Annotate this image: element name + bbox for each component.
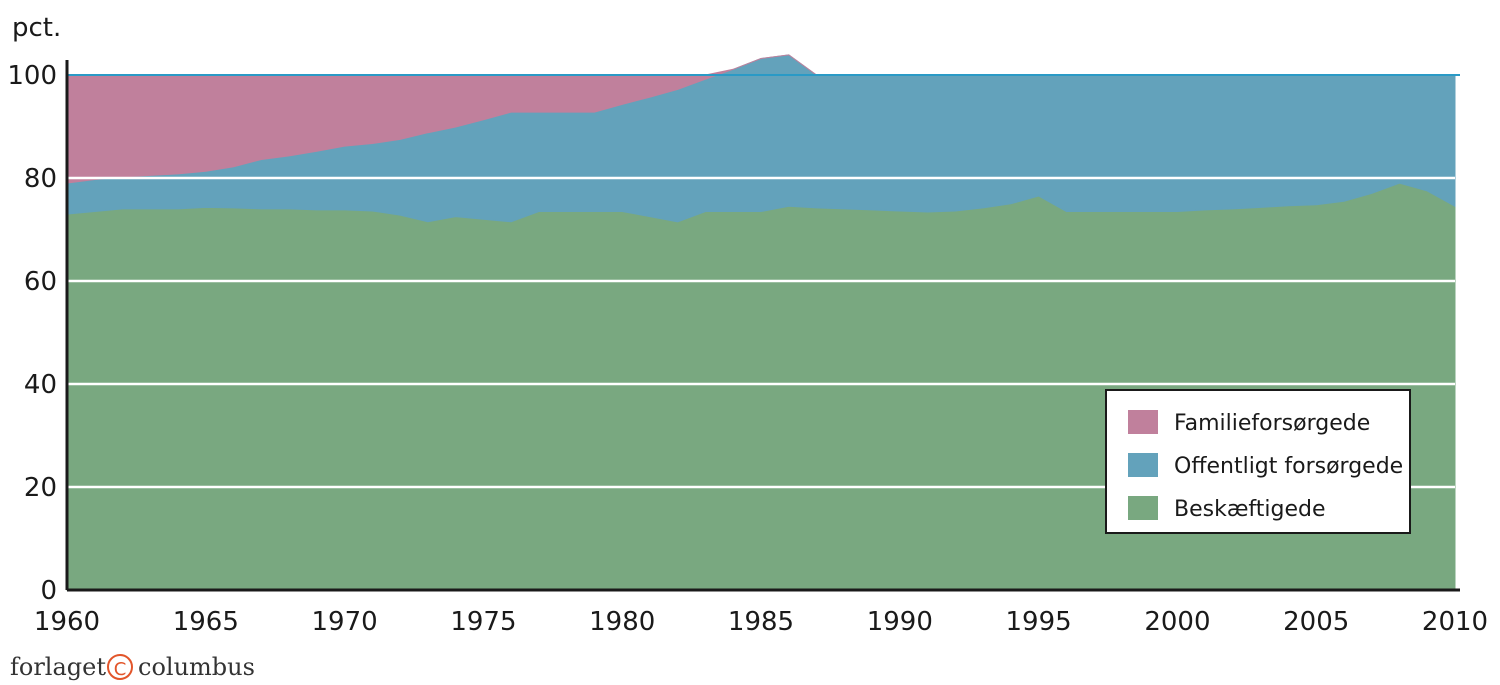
y-tick-label-40: 40 (24, 370, 57, 400)
x-tick-label-2005: 2005 (1283, 607, 1349, 637)
legend-label-beskæftigede: Beskæftigede (1174, 497, 1326, 522)
legend-swatch-familieforsørgede (1128, 410, 1158, 434)
copyright-c-icon: C (114, 659, 127, 680)
publisher-name-left: forlaget (10, 653, 106, 681)
y-axis-unit-label: pct. (12, 13, 61, 43)
x-tick-label-1995: 1995 (1006, 607, 1072, 637)
legend-swatch-beskæftigede (1128, 496, 1158, 520)
legend-label-offentligt-forsørgede: Offentligt forsørgede (1174, 454, 1403, 479)
x-tick-label-1975: 1975 (450, 607, 516, 637)
y-tick-label-80: 80 (24, 164, 57, 194)
y-tick-label-20: 20 (24, 473, 57, 503)
chart-gridlines (67, 74, 1460, 489)
chart-legend: Familieforsørgede Offentligt forsørgede Be… (1105, 389, 1411, 534)
x-tick-label-1960: 1960 (34, 607, 100, 637)
x-tick-label-1980: 1980 (589, 607, 655, 637)
x-tick-label-1990: 1990 (867, 607, 933, 637)
y-tick-label-0: 0 (40, 576, 57, 606)
publisher-logo: forlaget © C columbus (10, 653, 255, 681)
x-axis-ticks: 1960 1965 1970 1975 1980 1985 1990 1995 2000 2005… (34, 607, 1488, 637)
copyright-circle-icon (107, 654, 133, 680)
x-tick-label-1985: 1985 (728, 607, 794, 637)
x-tick-label-2010: 2010 (1422, 607, 1488, 637)
chart-axes (65, 60, 1460, 592)
legend-label-familieforsørgede: Familieforsørgede (1174, 411, 1370, 436)
x-tick-label-1970: 1970 (312, 607, 378, 637)
legend-swatch-offentligt-forsørgede (1128, 453, 1158, 477)
x-tick-label-2000: 2000 (1144, 607, 1210, 637)
y-axis-ticks: 0 20 40 60 80 100 (7, 61, 57, 606)
x-tick-label-1965: 1965 (173, 607, 239, 637)
y-tick-label-100: 100 (7, 61, 57, 91)
y-tick-label-60: 60 (24, 267, 57, 297)
publisher-name-right: columbus (138, 653, 255, 681)
